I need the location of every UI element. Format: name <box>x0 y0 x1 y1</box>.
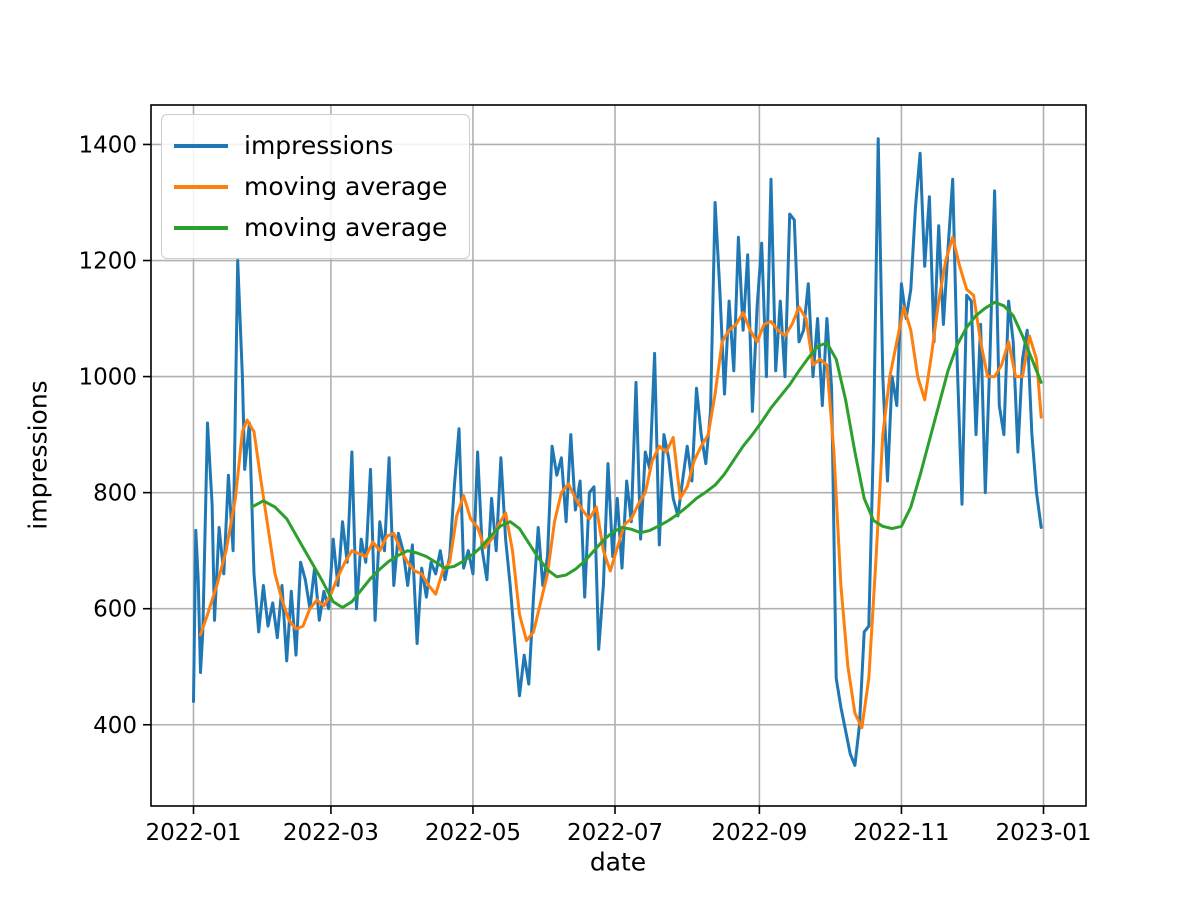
y-tick-label: 1200 <box>78 249 137 275</box>
y-tick-label: 1000 <box>78 365 137 391</box>
y-tick-label: 600 <box>93 597 137 623</box>
legend-label: impressions <box>244 131 394 160</box>
legend-item: impressions <box>174 125 447 166</box>
legend-item: moving average <box>174 166 447 207</box>
x-tick-label: 2022-07 <box>567 820 663 846</box>
y-tick-label: 1400 <box>78 132 137 158</box>
legend-item: moving average <box>174 207 447 248</box>
x-tick-label: 2022-03 <box>283 820 379 846</box>
x-tick-label: 2022-01 <box>145 820 241 846</box>
x-axis-label: date <box>589 847 647 877</box>
legend-line-swatch <box>174 184 228 189</box>
legend-line-swatch <box>174 225 228 230</box>
grid <box>151 105 1086 806</box>
x-tick-label: 2023-01 <box>995 820 1091 846</box>
y-tick-label: 400 <box>93 713 137 739</box>
x-tick-label: 2022-05 <box>425 820 521 846</box>
series-line-0-impressions <box>192 137 1043 767</box>
series-line-2-moving-average <box>250 300 1043 609</box>
x-tick-label: 2022-09 <box>711 820 807 846</box>
y-tick-label: 800 <box>93 481 137 507</box>
legend-label: moving average <box>244 172 448 201</box>
x-tick-label: 2022-11 <box>853 820 949 846</box>
legend-line-swatch <box>174 143 228 148</box>
series-line-1-moving-average <box>199 235 1043 730</box>
legend-label: moving average <box>244 213 448 242</box>
legend: impressions moving average moving average <box>161 114 471 259</box>
y-axis-label: impressions <box>23 380 53 530</box>
axes-frame <box>150 104 1087 807</box>
